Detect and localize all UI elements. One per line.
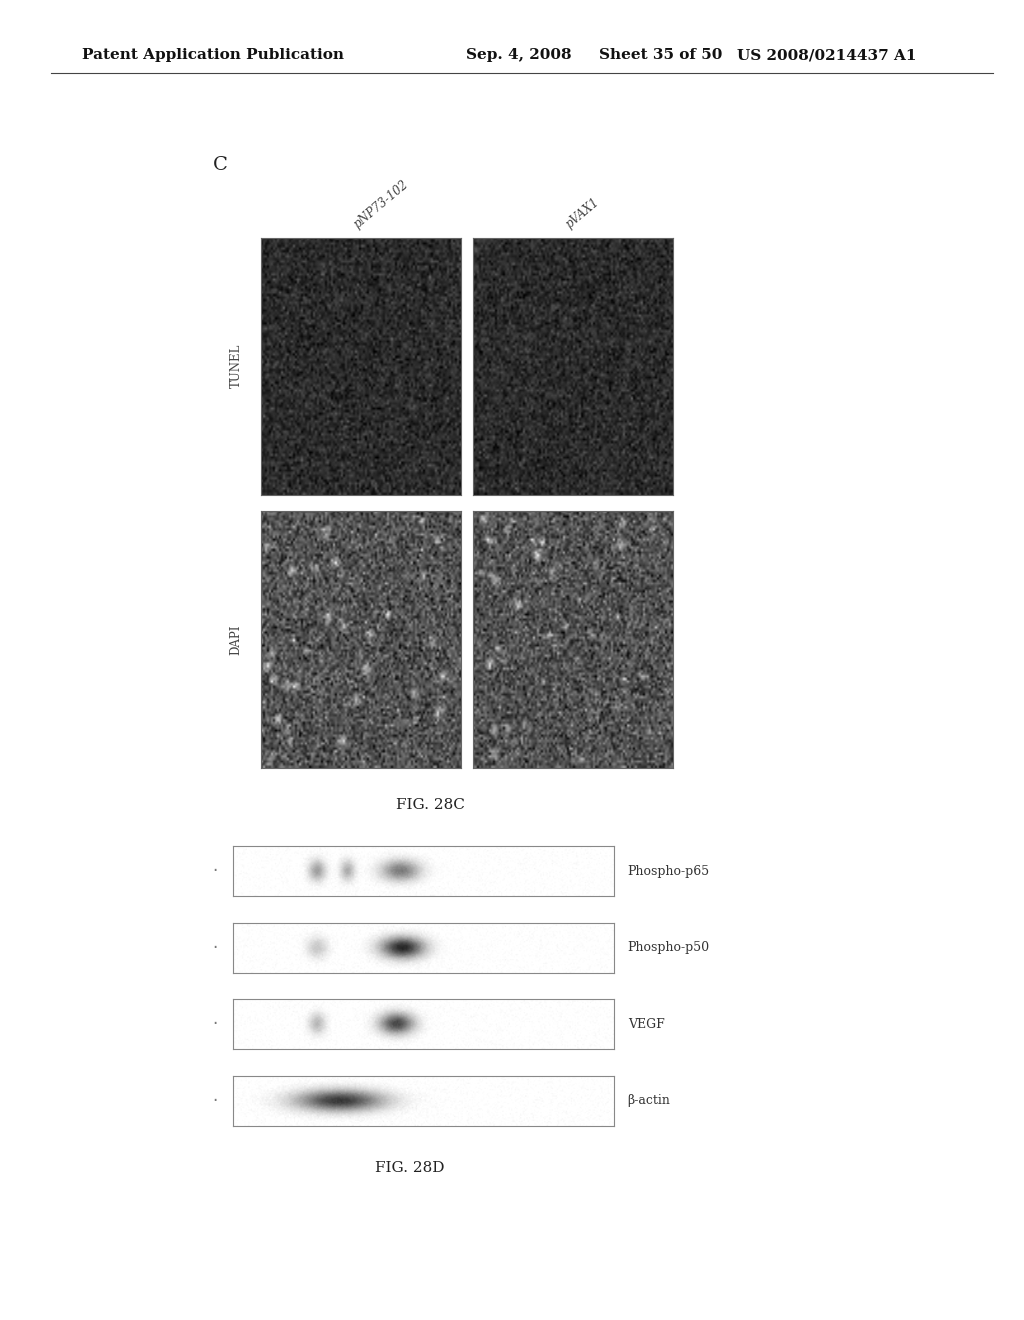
Text: pNP73-102: pNP73-102 bbox=[351, 178, 411, 231]
Text: TUNEL: TUNEL bbox=[229, 345, 243, 388]
Text: DAPI: DAPI bbox=[229, 624, 243, 655]
Text: NPRA: NPRA bbox=[261, 861, 299, 874]
Text: FIG. 28D: FIG. 28D bbox=[375, 1162, 444, 1175]
Text: Sep. 4, 2008: Sep. 4, 2008 bbox=[466, 49, 571, 62]
Text: Phospho-p65: Phospho-p65 bbox=[628, 865, 710, 878]
Text: β-actin: β-actin bbox=[628, 1094, 671, 1107]
Text: C: C bbox=[213, 156, 227, 174]
Text: ·: · bbox=[212, 1092, 218, 1110]
Text: Patent Application Publication: Patent Application Publication bbox=[82, 49, 344, 62]
Text: Phospho-p50: Phospho-p50 bbox=[628, 941, 710, 954]
Text: ·: · bbox=[212, 939, 218, 957]
Text: pVAX1: pVAX1 bbox=[563, 195, 602, 231]
Text: FIG. 28C: FIG. 28C bbox=[395, 799, 465, 812]
Text: VEGF: VEGF bbox=[628, 1018, 665, 1031]
Text: US 2008/0214437 A1: US 2008/0214437 A1 bbox=[737, 49, 916, 62]
Text: Sheet 35 of 50: Sheet 35 of 50 bbox=[599, 49, 722, 62]
Text: -/-: -/- bbox=[323, 855, 331, 863]
Text: WT: WT bbox=[374, 861, 395, 874]
Text: ·: · bbox=[212, 1015, 218, 1034]
Text: ·: · bbox=[212, 862, 218, 880]
